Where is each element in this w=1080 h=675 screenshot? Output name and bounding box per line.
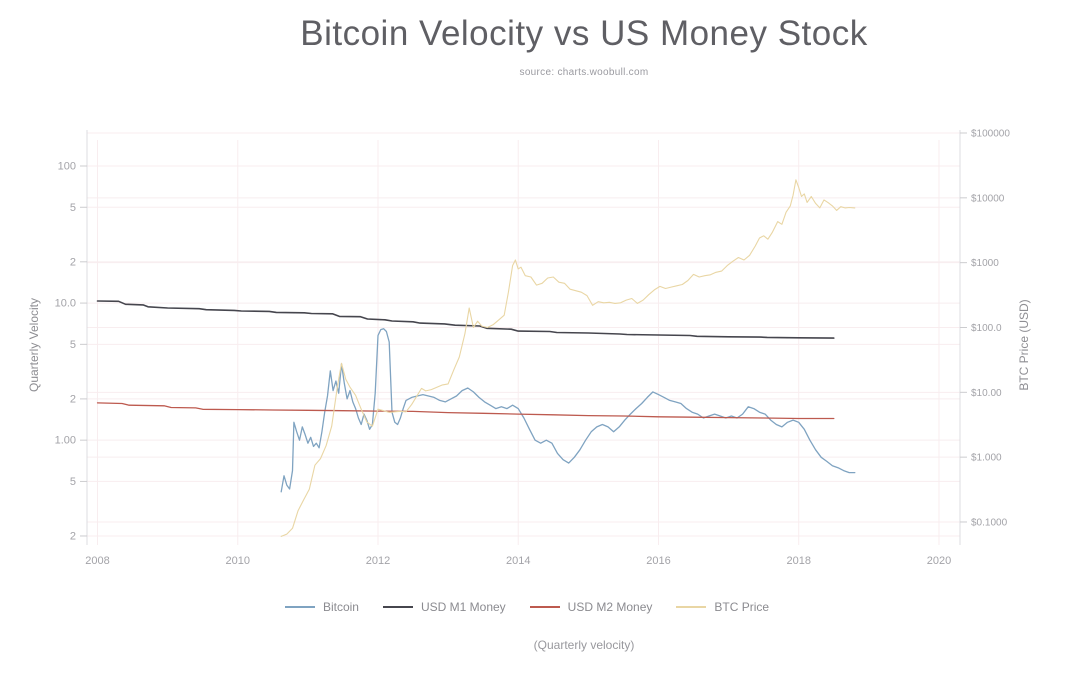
legend-item-usd-m2-money[interactable]: USD M2 Money [529,600,653,614]
chart-legend: Bitcoin USD M1 Money USD M2 Money BTC Pr… [0,600,1080,614]
svg-text:$10000: $10000 [971,193,1005,204]
svg-text:100: 100 [58,161,76,173]
svg-text:2012: 2012 [366,555,390,567]
svg-text:5: 5 [70,476,76,488]
svg-text:2016: 2016 [646,555,670,567]
chart-caption: (Quarterly velocity) [533,638,635,652]
svg-text:$0.1000: $0.1000 [971,517,1008,528]
svg-text:5: 5 [70,202,76,214]
legend-item-usd-m1-money[interactable]: USD M1 Money [382,600,506,614]
svg-text:2: 2 [70,530,76,542]
svg-text:2020: 2020 [927,555,951,567]
legend-label-usd-m1-money: USD M1 Money [420,600,506,614]
svg-text:2010: 2010 [226,555,250,567]
m1-line-swatch-icon [382,606,413,608]
bitcoin-line-swatch-icon [284,606,315,608]
m2-line-swatch-icon [529,606,560,608]
svg-text:$100.0: $100.0 [971,323,1002,334]
svg-text:2014: 2014 [506,555,530,567]
svg-text:BTC Price (USD): BTC Price (USD) [1017,299,1031,390]
svg-text:$1.000: $1.000 [971,453,1002,464]
svg-text:2: 2 [70,393,76,405]
svg-text:2018: 2018 [786,555,810,567]
svg-text:$100000: $100000 [971,129,1010,140]
legend-item-btc-price[interactable]: BTC Price [676,600,769,614]
chart-title: Bitcoin Velocity vs US Money Stock [300,14,868,53]
legend-label-usd-m2-money: USD M2 Money [567,600,653,614]
svg-text:5: 5 [70,339,76,351]
btc-price-line-swatch-icon [676,606,707,608]
svg-text:1.00: 1.00 [55,435,76,447]
legend-label-bitcoin: Bitcoin [322,600,359,614]
svg-text:$1000: $1000 [971,258,999,269]
legend-item-bitcoin[interactable]: Bitcoin [284,600,359,614]
svg-text:Quarterly Velocity: Quarterly Velocity [27,298,41,392]
svg-text:2008: 2008 [85,555,109,567]
svg-text:2: 2 [70,256,76,268]
svg-text:$10.00: $10.00 [971,388,1002,399]
svg-text:10.0: 10.0 [55,298,76,310]
legend-label-btc-price: BTC Price [714,600,770,614]
chart-source-subtitle: source: charts.woobull.com [519,67,649,78]
